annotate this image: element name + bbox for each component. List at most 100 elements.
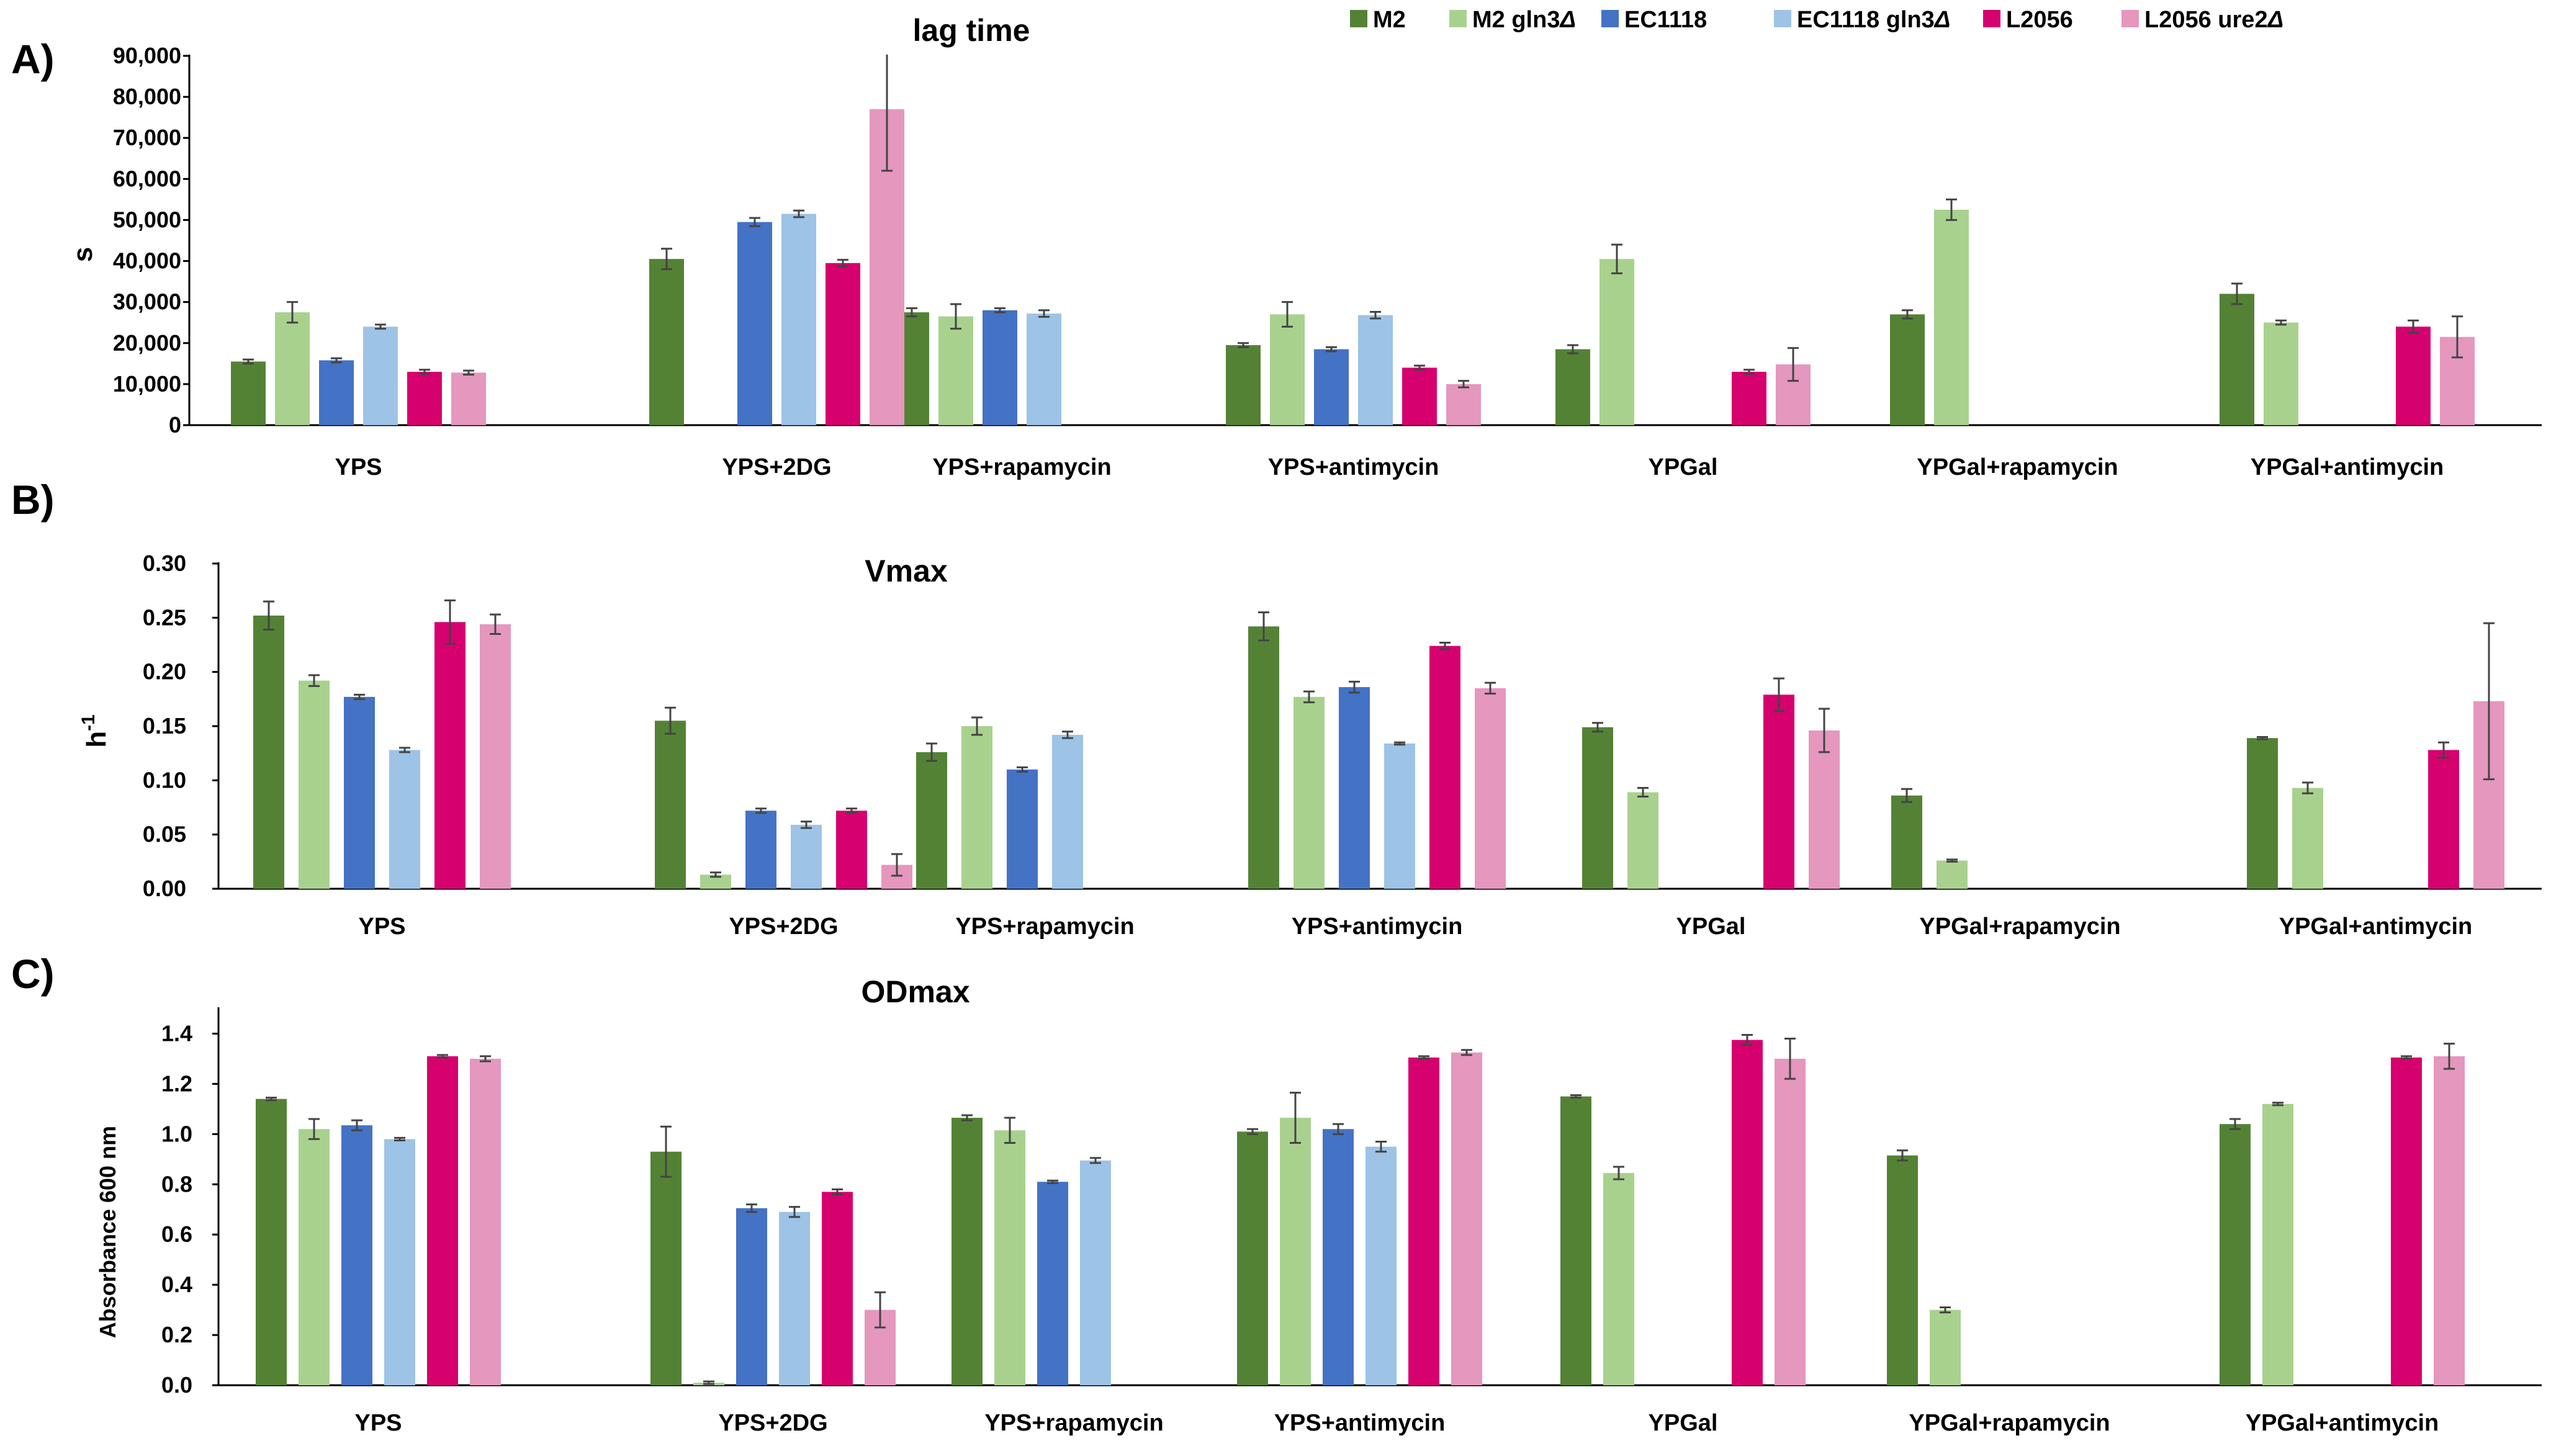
vmax-bar-m2-gln3-yps-antimycin (1293, 696, 1325, 889)
legend-swatch-l2056 (1983, 10, 2000, 27)
vmax-category-label: YPGal+antimycin (2279, 914, 2473, 940)
y-axis-title-lag-time: s (68, 247, 98, 262)
lag-time-bar-m2-ypgal (1555, 349, 1590, 425)
panel-letter-b: B) (11, 477, 55, 523)
lag-time-bar-l2056-yps-antimycin (1402, 367, 1437, 425)
odmax-bar-l2056-ypgal (1732, 1040, 1763, 1385)
chart-vmax: 0.00 0.05 0.10 0.15 0.20 0.25 0.30 YPS YPS+2DG YP… (143, 550, 2542, 940)
vmax-bar-ec1118-gln3-yps (389, 750, 420, 889)
vmax-bar-m2-yps-rapamycin (916, 752, 947, 889)
lag-time-bar-ec1118-yps-rapamycin (983, 310, 1017, 425)
vmax-bar-m2-gln3-ypgal-rapamycin (1937, 860, 1968, 889)
lag-time-bar-m2-gln3-ypgal-rapamycin (1934, 209, 1969, 425)
vmax-bar-l2056-ure2-yps (480, 624, 511, 889)
odmax-y-tick-label: 0.6 (161, 1221, 192, 1247)
odmax-bar-m2-yps (256, 1099, 287, 1385)
vmax-bar-m2-gln3-yps-rapamycin (961, 726, 992, 889)
legend: M2 M2 gln3Δ EC1118 EC1118 gln3Δ L2056 L2… (1350, 7, 2283, 33)
lag-time-bar-m2-ypgal-rapamycin (1890, 314, 1925, 425)
lag-time-y-tick-label: 90,000 (113, 43, 181, 68)
vmax-y-tick-label: 0.10 (143, 767, 186, 793)
vmax-bar-ec1118-yps-2dg (745, 811, 776, 889)
odmax-bar-l2056-ure2-yps (470, 1058, 501, 1385)
vmax-bar-l2056-yps-2dg (836, 811, 867, 889)
vmax-y-tick-label: 0.00 (143, 876, 186, 901)
vmax-bar-ec1118-gln3-yps-antimycin (1384, 743, 1415, 889)
odmax-bar-ec1118-yps-rapamycin (1037, 1182, 1068, 1385)
vmax-bar-m2-yps-2dg (655, 721, 686, 889)
odmax-bar-l2056-ypgal-antimycin (2391, 1057, 2422, 1385)
odmax-bar-m2-gln3-yps (299, 1129, 330, 1385)
odmax-category-label: YPGal+rapamycin (1909, 1410, 2110, 1436)
lag-time-bar-l2056-ure2-yps-antimycin (1446, 384, 1481, 425)
lag-time-bar-l2056-yps-2dg (826, 263, 860, 425)
lag-time-y-tick-label: 60,000 (113, 166, 181, 191)
vmax-y-tick-label: 0.15 (143, 713, 186, 739)
vmax-bar-ec1118-yps-rapamycin (1007, 769, 1038, 889)
vmax-bar-l2056-ure2-ypgal (1809, 730, 1840, 889)
odmax-bar-ec1118-gln3-yps-antimycin (1365, 1146, 1397, 1385)
odmax-bar-ec1118-yps-2dg (736, 1208, 767, 1385)
legend-swatch-m2-gln3 (1449, 10, 1467, 27)
odmax-bar-m2-yps-rapamycin (952, 1118, 983, 1385)
lag-time-y-tick-label: 40,000 (113, 248, 181, 274)
vmax-y-tick-label: 0.05 (143, 822, 186, 847)
lag-time-bar-l2056-ypgal-antimycin (2396, 326, 2431, 425)
legend-item-ec1118: EC1118 (1601, 7, 1707, 33)
lag-time-category-label: YPGal+antimycin (2251, 454, 2444, 480)
vmax-bar-l2056-yps-antimycin (1429, 645, 1460, 889)
lag-time-y-tick-label: 0 (169, 412, 181, 438)
odmax-y-tick-label: 1.4 (161, 1020, 192, 1046)
legend-label-l2056: L2056 (2006, 7, 2073, 33)
vmax-category-label: YPGal (1676, 914, 1746, 940)
odmax-y-tick-label: 0.4 (161, 1272, 192, 1297)
vmax-y-tick-label: 0.25 (143, 604, 186, 630)
odmax-bar-m2-gln3-yps-rapamycin (994, 1130, 1025, 1385)
legend-swatch-l2056-ure2 (2121, 10, 2139, 27)
odmax-y-tick-label: 0.8 (161, 1171, 192, 1197)
vmax-bar-m2-yps-antimycin (1248, 626, 1279, 889)
lag-time-bar-m2-ypgal-antimycin (2220, 294, 2254, 425)
vmax-bar-m2-yps (253, 615, 284, 889)
chart-title-odmax: ODmax (861, 974, 970, 1009)
vmax-y-tick-label: 0.20 (143, 659, 186, 685)
lag-time-bar-ec1118-gln3-yps-2dg (781, 213, 816, 425)
lag-time-bar-m2-gln3-yps (275, 312, 310, 425)
chart-title-vmax: Vmax (865, 554, 948, 588)
legend-label-l2056-ure2: L2056 ure2Δ (2144, 7, 2283, 33)
odmax-category-label: YPS+antimycin (1274, 1410, 1446, 1436)
lag-time-bar-m2-gln3-yps-rapamycin (938, 316, 973, 425)
odmax-bar-l2056-ure2-ypgal (1775, 1058, 1806, 1385)
lag-time-y-tick-label: 20,000 (113, 330, 181, 356)
legend-label-ec1118: EC1118 (1624, 7, 1707, 33)
odmax-bar-m2-ypgal-antimycin (2220, 1124, 2251, 1385)
legend-item-ec1118-gln3: EC1118 gln3Δ (1774, 7, 1950, 33)
odmax-bar-l2056-yps-antimycin (1408, 1057, 1439, 1385)
lag-time-bar-l2056-ure2-yps (451, 372, 486, 425)
y-axis-title-odmax: Absorbance 600 nm (95, 1126, 120, 1338)
vmax-bar-m2-ypgal (1582, 727, 1613, 889)
lag-time-bar-ec1118-gln3-yps-antimycin (1358, 315, 1393, 425)
chart-odmax: 0.0 0.2 0.4 0.6 0.8 1.0 1.2 1.4 YPS YPS+2DG YPS+ra… (161, 1007, 2542, 1436)
lag-time-bar-ec1118-yps-antimycin (1314, 349, 1349, 425)
vmax-category-label: YPS+rapamycin (955, 914, 1134, 940)
vmax-bar-m2-gln3-yps-2dg (700, 874, 731, 889)
lag-time-bar-ec1118-gln3-yps-rapamycin (1027, 313, 1061, 425)
lag-time-y-tick-label: 50,000 (113, 207, 181, 232)
odmax-y-tick-label: 1.0 (161, 1121, 192, 1146)
odmax-y-tick-label: 1.2 (161, 1071, 192, 1096)
lag-time-bar-m2-yps-2dg (649, 259, 684, 425)
lag-time-bar-ec1118-gln3-yps (363, 326, 398, 425)
y-axis-title-vmax: h-1 (78, 714, 112, 748)
legend-label-ec1118-gln3: EC1118 gln3Δ (1797, 7, 1950, 33)
odmax-bar-l2056-yps-2dg (822, 1192, 853, 1385)
odmax-bar-m2-ypgal-rapamycin (1887, 1155, 1918, 1385)
odmax-bar-l2056-ure2-ypgal-antimycin (2434, 1056, 2465, 1385)
vmax-bar-l2056-ypgal (1763, 694, 1794, 889)
odmax-bar-ec1118-gln3-yps (384, 1139, 415, 1385)
odmax-category-label: YPS+2DG (718, 1410, 827, 1436)
vmax-bar-l2056-ure2-yps-antimycin (1475, 688, 1506, 889)
legend-item-l2056: L2056 (1983, 7, 2073, 33)
vmax-y-tick-label: 0.30 (143, 550, 186, 576)
